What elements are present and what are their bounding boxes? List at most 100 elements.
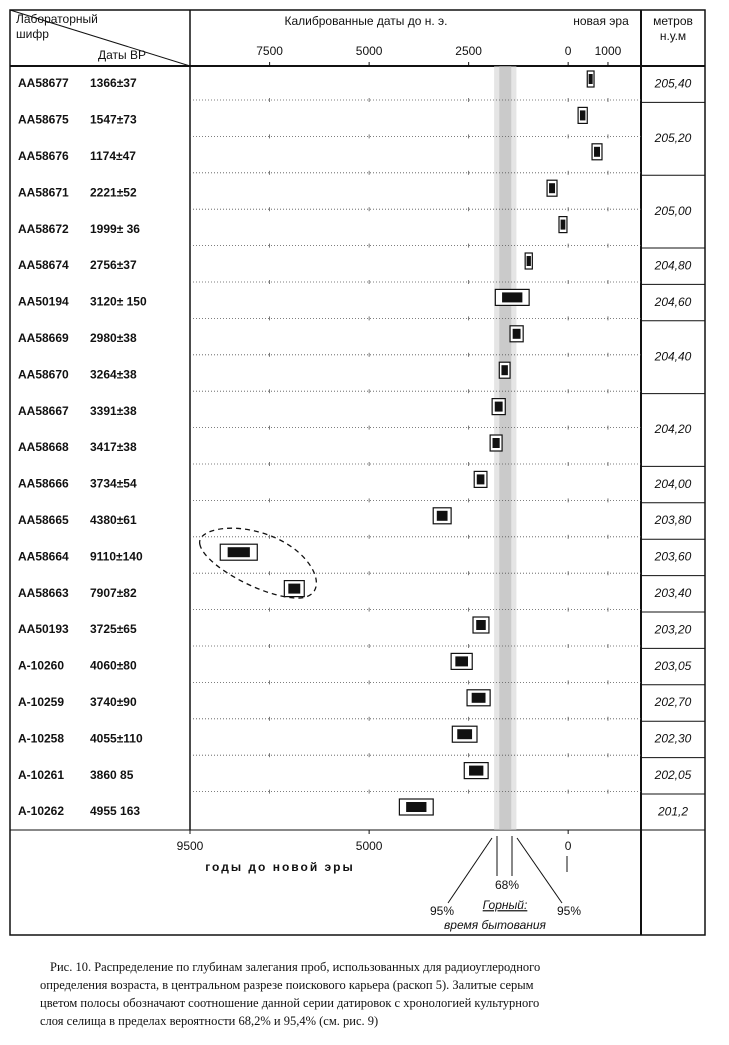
lab-code: A-10261 [18, 768, 64, 782]
date-range-core [436, 510, 448, 521]
arrows [447, 836, 568, 904]
date-bp: 3740±90 [90, 695, 137, 709]
caption-line: слоя селища в пределах вероятности 68,2%… [40, 1014, 378, 1028]
lab-code: AA50194 [18, 295, 69, 309]
header-code: Лабораторный шифр [16, 12, 98, 41]
date-bp: 4955 163 [90, 804, 140, 818]
date-range-core [227, 547, 250, 558]
header-depth: метров н.у.м [653, 14, 693, 43]
date-range-core [549, 183, 556, 194]
lab-code: A-10260 [18, 659, 64, 673]
lab-code: A-10259 [18, 695, 64, 709]
lab-code: AA58672 [18, 222, 69, 236]
depth-label: 204,60 [654, 295, 692, 309]
band-label: 68% [495, 878, 519, 892]
depth-label: 204,80 [654, 258, 692, 272]
date-bp: 7907±82 [90, 586, 137, 600]
depth-label: 203,40 [654, 586, 692, 600]
x-tick-label: 5000 [356, 44, 383, 58]
band-label: 95% [430, 904, 454, 918]
date-range-core [579, 110, 586, 121]
x-tick-label: 1000 [595, 44, 622, 58]
bands [494, 66, 517, 830]
date-range-core [526, 256, 531, 266]
date-range-core [494, 401, 503, 412]
depth-label: 202,05 [654, 768, 692, 782]
date-bp: 1366±37 [90, 76, 137, 90]
date-range-core [476, 620, 486, 630]
date-bp: 2980±38 [90, 331, 137, 345]
depth-label: 203,80 [654, 513, 692, 527]
depth-label: 204,00 [654, 477, 692, 491]
depth-label: 202,70 [654, 695, 692, 709]
x-tick-label: 7500 [256, 44, 283, 58]
lab-code: AA58667 [18, 404, 69, 418]
caption-line: цветом полосы обозначают соотношение дан… [40, 996, 539, 1010]
date-range-core [455, 656, 469, 667]
depth-label: 203,60 [654, 550, 692, 564]
date-range-core [469, 765, 484, 776]
depth-label: 201,2 [657, 804, 688, 818]
depth-label: 205,00 [654, 204, 692, 218]
depth-label: 204,40 [654, 349, 692, 363]
date-bp: 2756±37 [90, 258, 137, 272]
band-annotation: Горный: [483, 898, 528, 912]
lab-code: AA58666 [18, 477, 69, 491]
probability-band [499, 66, 512, 830]
depth-label: 205,20 [654, 131, 692, 145]
date-bp: 1547±73 [90, 113, 137, 127]
lab-code: A-10262 [18, 804, 64, 818]
x-tick-label: 9500 [177, 839, 204, 853]
lab-code: AA50193 [18, 622, 69, 636]
date-range-core [512, 328, 521, 339]
date-bp: 4380±61 [90, 513, 137, 527]
x-tick-label: 2500 [455, 44, 482, 58]
depth-label: 204,20 [654, 422, 692, 436]
lab-code: A-10258 [18, 731, 64, 745]
lab-code: AA58677 [18, 76, 69, 90]
lab-code: AA58665 [18, 513, 69, 527]
date-range-core [471, 692, 486, 703]
band-annotation-2: время бытования [444, 918, 547, 932]
date-range-core [457, 729, 473, 740]
date-range-core [588, 74, 593, 84]
x-tick-label: 5000 [356, 839, 383, 853]
depth-label: 205,40 [654, 76, 692, 90]
date-bp: 3120± 150 [90, 295, 147, 309]
depth-label: 203,05 [654, 659, 692, 673]
bottom-axis-label: годы до новой эры [205, 860, 355, 874]
lab-code: AA58668 [18, 440, 69, 454]
frame [9, 9, 706, 936]
date-bp: 3391±38 [90, 404, 137, 418]
top-axis-label: Калиброванные даты до н. э. [284, 14, 447, 28]
x-tick-label: 0 [565, 44, 572, 58]
date-range-core [492, 438, 500, 448]
lab-code: AA58671 [18, 185, 69, 199]
lab-code: AA58663 [18, 586, 69, 600]
date-bp: 3734±54 [90, 477, 137, 491]
date-bp: 3860 85 [90, 768, 134, 782]
lab-code: AA58674 [18, 258, 69, 272]
date-range-core [594, 146, 600, 157]
caption-line: определения возраста, в центральном разр… [40, 978, 534, 992]
band-label: 95% [557, 904, 581, 918]
depth-label: 203,20 [654, 622, 692, 636]
lab-code: AA58676 [18, 149, 69, 163]
depth-label: 202,30 [654, 732, 692, 746]
date-bp: 3417±38 [90, 440, 137, 454]
date-range-core [406, 802, 427, 812]
date-bp: 2221±52 [90, 185, 137, 199]
lab-code: AA58669 [18, 331, 69, 345]
lab-code: AA58670 [18, 367, 69, 381]
date-range-core [476, 474, 485, 485]
date-bp: 1174±47 [90, 149, 136, 163]
date-range-core [560, 219, 566, 230]
top-axis-label-2: новая эра [573, 14, 629, 28]
date-range-core [502, 292, 523, 303]
date-bp: 1999± 36 [90, 222, 140, 236]
date-bp: 9110±140 [90, 549, 143, 563]
x-tick-label: 0 [565, 839, 572, 853]
date-range-core [501, 365, 508, 376]
